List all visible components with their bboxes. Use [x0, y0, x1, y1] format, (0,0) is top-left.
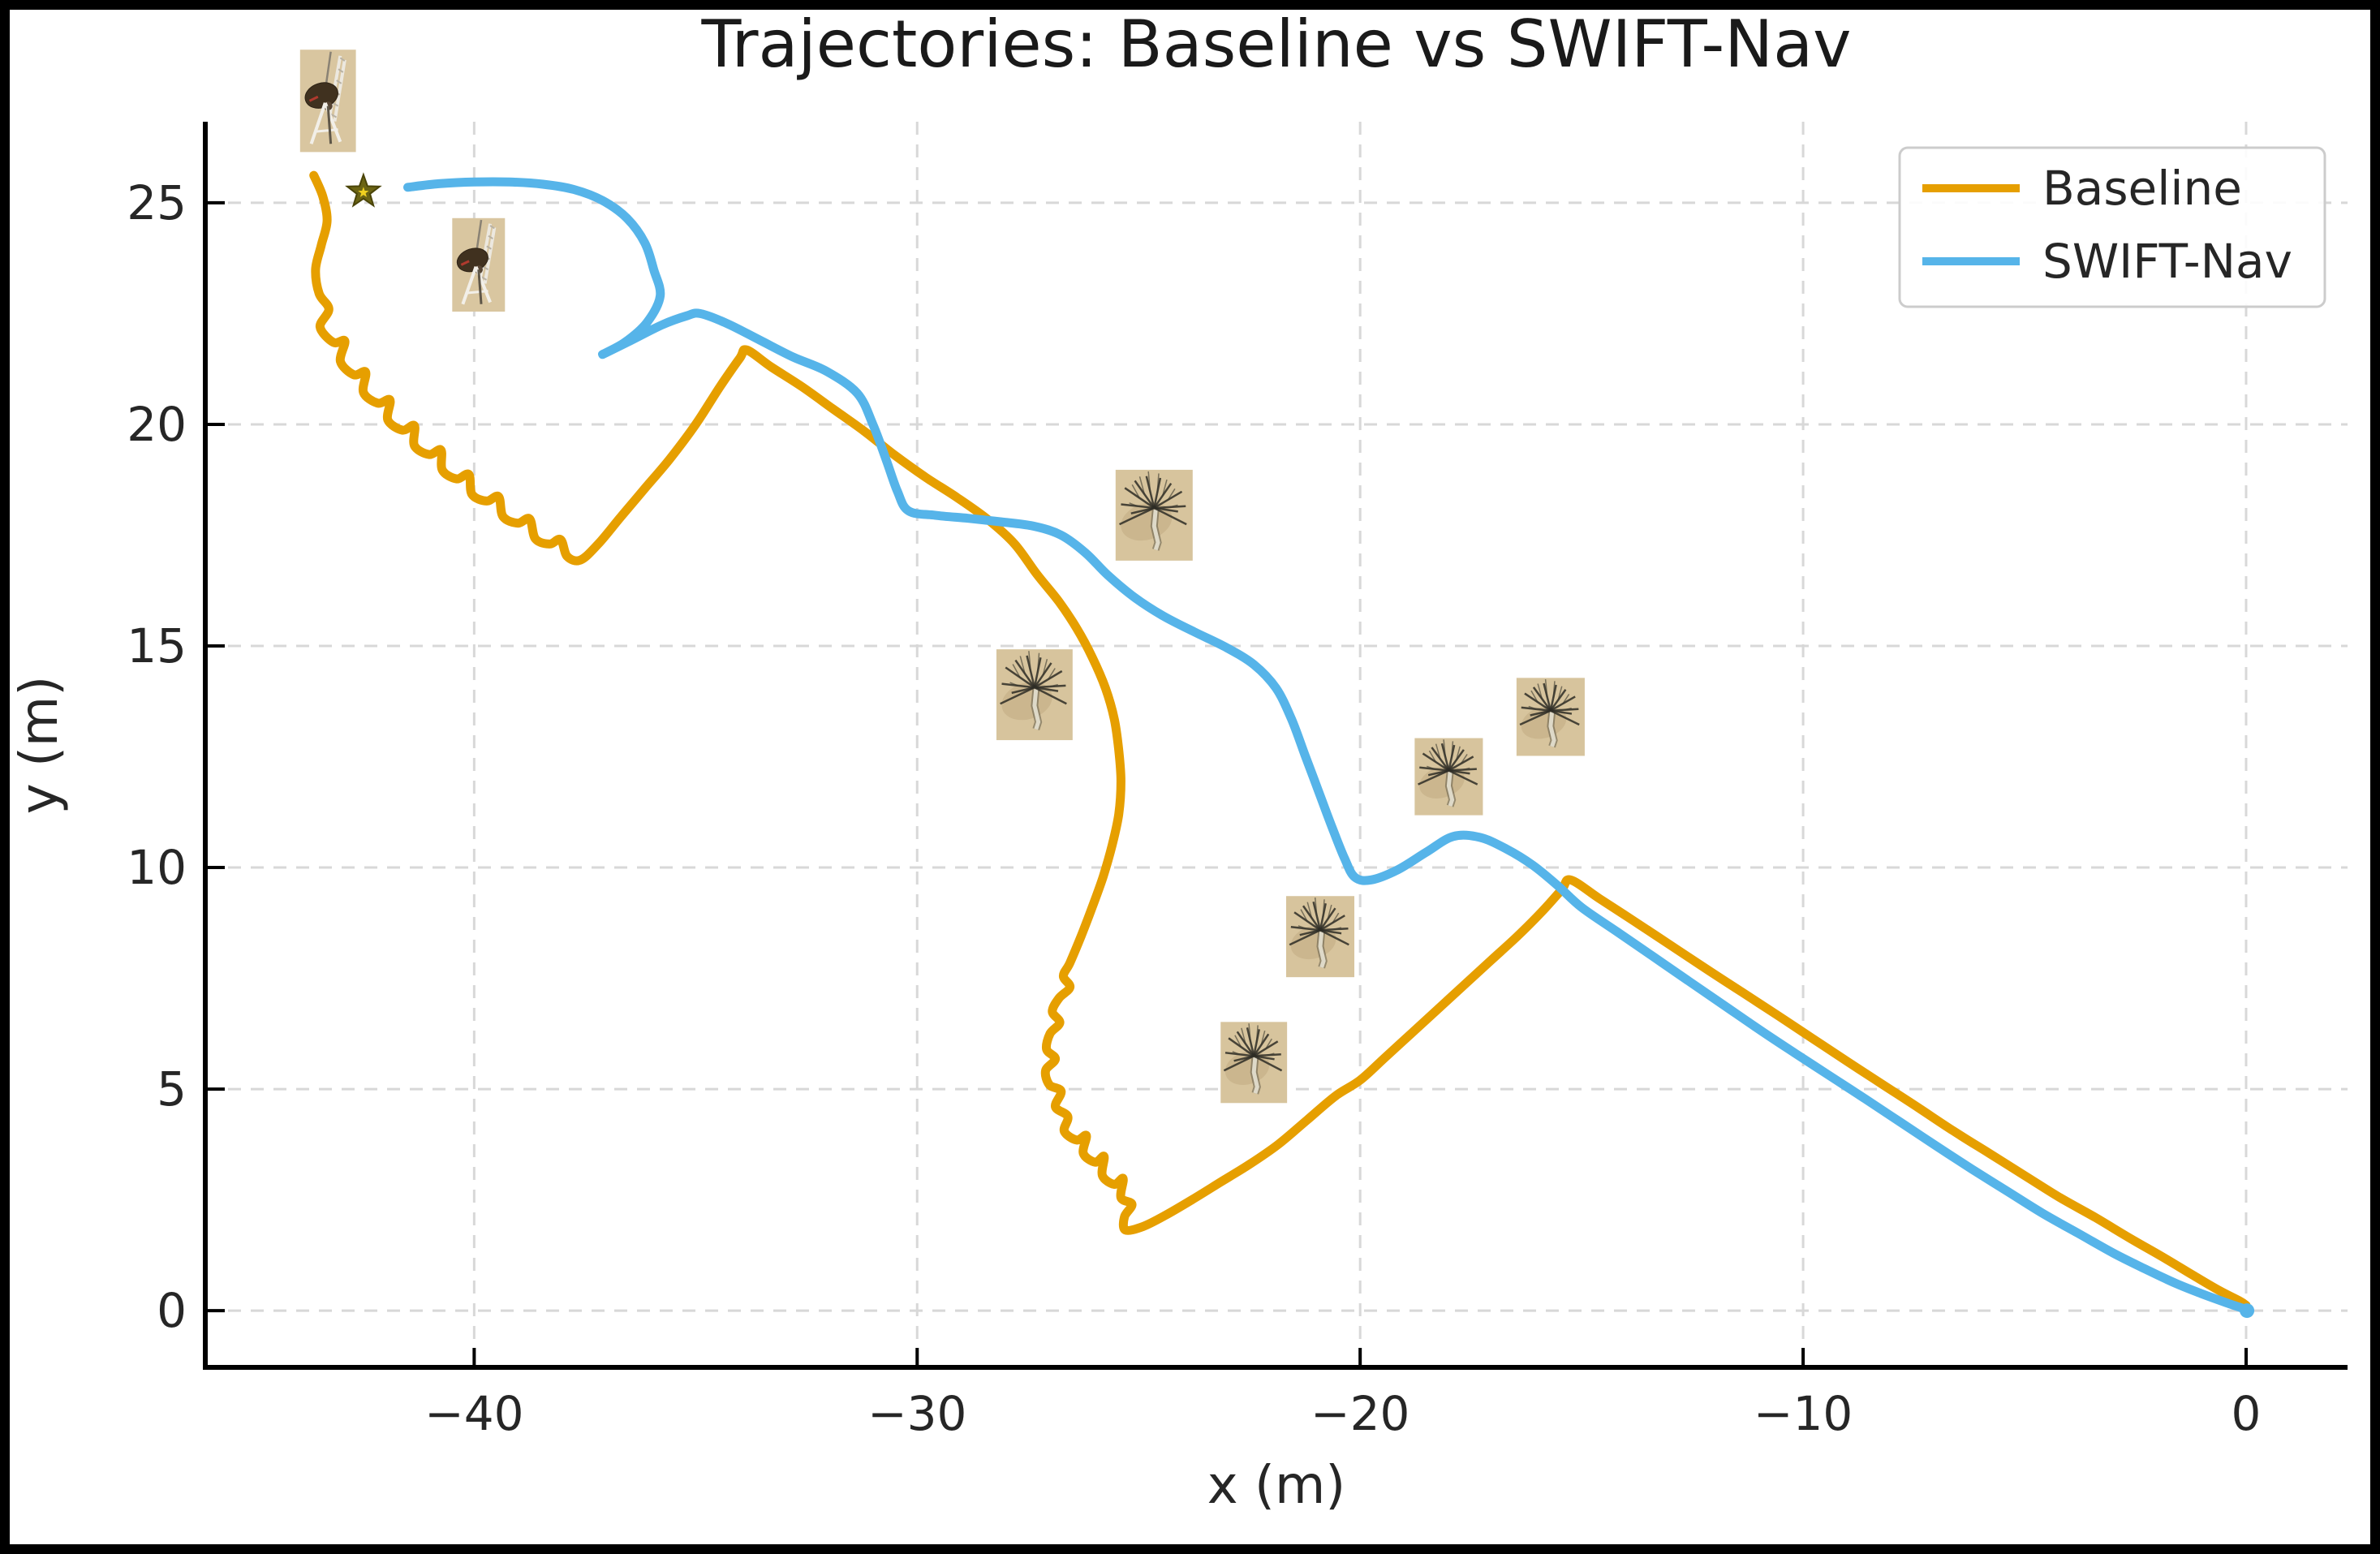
windmill-obstacle-image: [299, 50, 356, 153]
start-star-marker-center: [358, 187, 369, 197]
y-tick-label-5: 5: [157, 1061, 187, 1117]
x-tick-label-−30: −30: [867, 1386, 966, 1441]
windmill-obstacle-image: [452, 217, 506, 312]
tree-obstacle-image: [1516, 678, 1585, 756]
legend-label-swift-nav: SWIFT-Nav: [2042, 234, 2292, 289]
tree-obstacle-image: [1115, 469, 1193, 561]
tree-obstacle-image: [1414, 738, 1483, 816]
axis-tick-labels: −40 −30 −20 −10 0 0 5 10 15 20 25: [127, 175, 2261, 1441]
tree-obstacle-image: [1285, 896, 1355, 978]
y-tick-label-25: 25: [127, 175, 187, 230]
legend: Baseline SWIFT-Nav: [1898, 146, 2326, 308]
y-tick-label-0: 0: [157, 1283, 187, 1338]
trajectory-lines: [309, 170, 2255, 1319]
x-tick-label-−40: −40: [424, 1386, 523, 1441]
x-tick-label-−10: −10: [1754, 1386, 1853, 1441]
y-tick-label-20: 20: [127, 397, 187, 452]
x-tick-label-0: 0: [2232, 1386, 2262, 1441]
trajectory-markers: [345, 172, 382, 208]
x-axis-label: x (m): [1207, 1456, 1346, 1516]
y-tick-label-10: 10: [127, 840, 187, 895]
swift-nav-endpoint-dot: [2240, 1303, 2255, 1319]
tree-obstacle-image: [1220, 1022, 1288, 1104]
axis-ticks: [205, 200, 2248, 1367]
legend-label-baseline: Baseline: [2042, 161, 2242, 216]
y-tick-label-15: 15: [127, 618, 187, 674]
tree-obstacle-image: [996, 649, 1073, 741]
x-tick-label-−20: −20: [1311, 1386, 1409, 1441]
swift-nav-trajectory: [403, 177, 2252, 1315]
y-axis-label: y (m): [10, 676, 70, 815]
obstacle-thumbnails: [299, 50, 1585, 1104]
chart-title: Trajectories: Baseline vs SWIFT-Nav: [701, 6, 1852, 82]
